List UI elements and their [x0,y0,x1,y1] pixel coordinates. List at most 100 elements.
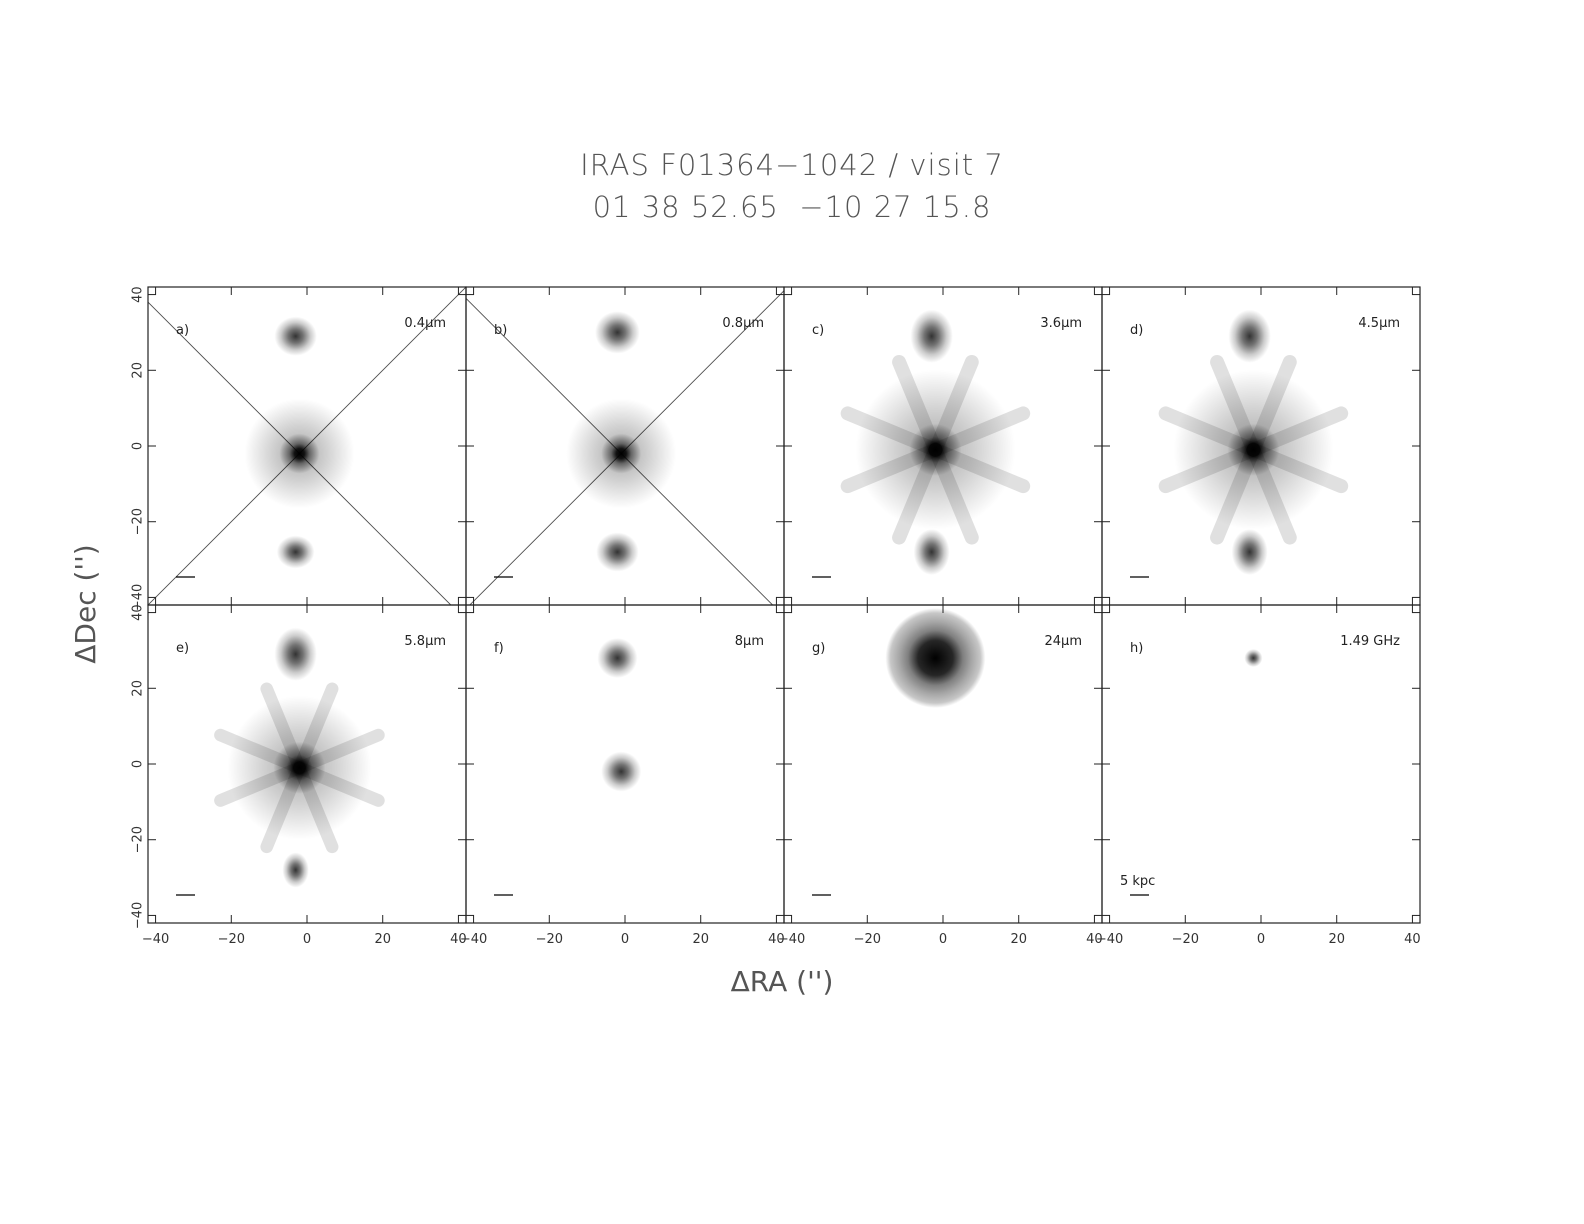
y-tick-label: 40 [131,286,146,303]
band-label: 1.49 GHz [1340,634,1400,649]
radio-source [1244,649,1263,667]
source-blob [282,852,309,888]
companion [595,311,640,354]
y-tick-label: −20 [131,508,146,535]
band-label: 3.6μm [1040,316,1082,331]
x-tick-label: −40 [460,932,487,947]
panel-e: −40 −20 0 20 40 −40 −20 0 20 40 e) 5.8μm [131,604,467,947]
band-label: 0.4μm [404,316,446,331]
companion [910,309,953,363]
x-tick-label: 20 [1010,932,1027,947]
x-tick-label: 20 [374,932,391,947]
x-tick-label: −20 [854,932,881,947]
compact-source [601,751,642,792]
panel-image [466,290,784,605]
source-blob [597,638,638,678]
figure-coordinates: 01 38 52.65 −10 27 15.8 [592,190,992,224]
x-tick-label: −20 [536,932,563,947]
source-blob [910,309,953,363]
x-tick-label: 20 [692,932,709,947]
panel-a: −40 −20 0 20 40 a) 0.4μm [131,286,467,611]
x-tick-label: 0 [1257,932,1265,947]
panel-b: b) 0.8μm [465,286,785,606]
x-tick-label: 0 [939,932,947,947]
panel-letter: h) [1130,641,1143,656]
x-tick-label: 40 [1404,932,1421,947]
x-tick-label: −20 [1172,932,1199,947]
x-tick-label: −20 [218,932,245,947]
source-blob [885,608,986,708]
core [279,433,320,474]
core [909,423,962,476]
panel-image [1158,309,1349,575]
panel-letter: f) [494,641,504,656]
panel-image [885,608,986,708]
y-axis-title: ΔDec ('') [69,544,102,663]
y-tick-label: −20 [131,826,146,853]
mips-psf [885,608,986,708]
companion [276,535,315,569]
companion [1228,309,1271,363]
band-label: 0.8μm [722,316,764,331]
panel-letter: a) [176,323,189,338]
x-axis-title: ΔRA ('') [731,965,834,998]
x-tick-label: 0 [621,932,629,947]
core [601,433,642,474]
panel-f: −40 −20 0 20 40 f) 8μm [460,604,785,947]
companion [913,529,950,575]
x-tick-label: 40 [450,932,467,947]
panels-layer: −40 −20 0 20 40 a) 0.4μm b) 0.8μm c) 3.6μm d) 4.5μm −… [131,286,1421,947]
companion [274,627,317,681]
y-tick-label: −40 [131,902,146,929]
panel-image [1244,649,1263,667]
compact-source [597,638,638,678]
source-blob [1231,529,1268,575]
panel-g: −40 −20 0 20 40 g) 24μm [778,604,1103,947]
y-tick-label: 40 [131,604,146,621]
source-blob [913,529,950,575]
x-tick-label: −40 [1096,932,1123,947]
panel-letter: d) [1130,323,1143,338]
panel-c: c) 3.6μm [783,286,1103,606]
source-blob [274,627,317,681]
band-label: 5.8μm [404,634,446,649]
source-blob [148,287,466,605]
panel-letter: b) [494,323,507,338]
y-tick-label: 20 [131,362,146,379]
companion [282,852,309,888]
x-tick-label: 40 [768,932,785,947]
panel-image [148,287,466,605]
y-tick-label: −40 [131,584,146,611]
panel-letter: e) [176,641,189,656]
source-blob [840,355,1031,545]
panel-image [597,638,642,792]
panel-letter: g) [812,641,825,656]
source-blob [1228,309,1271,363]
x-tick-label: −40 [142,932,169,947]
companion [274,316,317,356]
panel-d: d) 4.5μm [1101,286,1421,606]
source-blob [595,311,640,354]
source-blob [1158,355,1349,545]
x-tick-label: 0 [303,932,311,947]
scale-bar-label: 5 kpc [1120,874,1155,889]
x-tick-label: −40 [778,932,805,947]
companion [1231,529,1268,575]
x-tick-label: 40 [1086,932,1103,947]
y-tick-label: 0 [131,760,146,768]
band-label: 24μm [1045,634,1082,649]
y-tick-label: 20 [131,680,146,697]
core [1227,423,1280,476]
band-label: 8μm [735,634,764,649]
source-blob [276,535,315,569]
panel-image [214,627,385,888]
source-blob [214,682,385,854]
source-blob [274,316,317,356]
figure-title: IRAS F01364−1042 / visit 7 [580,148,1004,182]
panel-image [840,309,1031,575]
source-blob [466,290,784,605]
y-tick-label: 0 [131,442,146,450]
source-blob [596,532,639,572]
x-tick-label: 20 [1328,932,1345,947]
